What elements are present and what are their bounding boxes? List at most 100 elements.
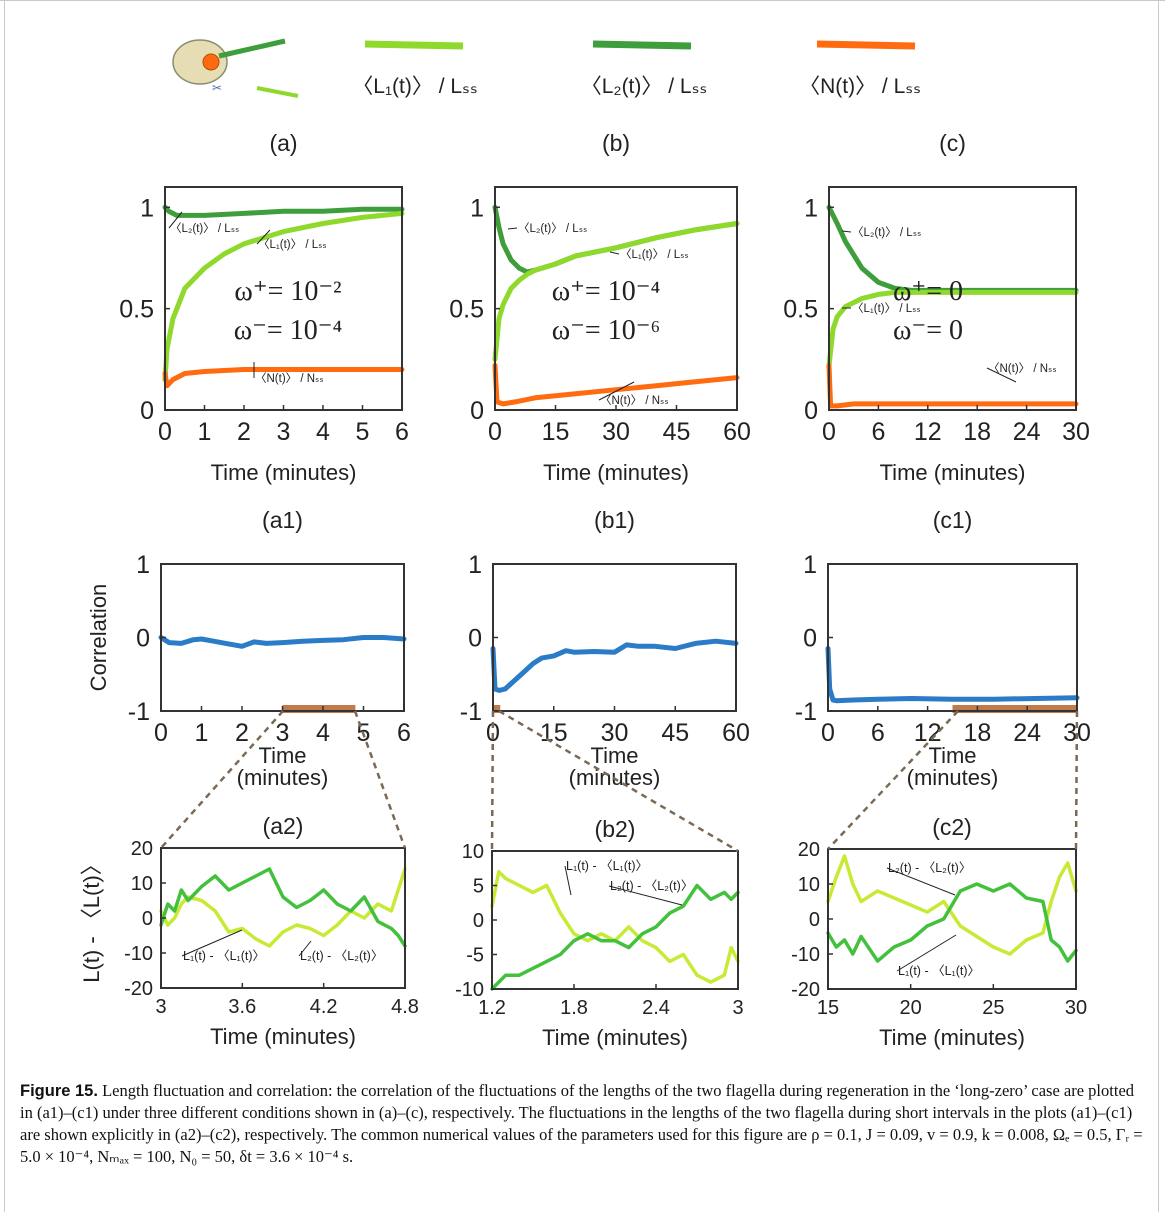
x-tick-label-c1-1: 6 [871,719,885,747]
param-label-b-1: ω⁻= 10⁻⁶ [552,315,661,346]
param-label-c-0: ω⁺= 0 [893,276,963,307]
x-tick-label-b1-4: 60 [722,719,750,747]
x-tick-label-c-1: 6 [871,418,885,446]
series-line-c2-fluct2 [826,882,1078,963]
annotation-arrow-a-1 [256,229,271,245]
x-tick-label-a-5: 5 [356,418,370,446]
x-tick-label-a2-1: 3.6 [228,996,256,1018]
zoom-range-bar-b1 [493,705,501,713]
annotation-arrow-a-0 [168,211,183,229]
y-tick-label-a1-2: 1 [136,551,150,579]
zoom-connector-4 [827,710,959,850]
param-label-a-0: ω⁺= 10⁻² [234,276,341,307]
x-tick-label-c2-3: 30 [1065,997,1087,1019]
x-tick-label-c-0: 0 [822,418,836,446]
param-label-a-1: ω⁻= 10⁻⁴ [234,315,343,346]
y-tick-label-c1-2: 1 [803,551,817,579]
annotation-b-2: 〈N(t)〉 / Nₛₛ [600,394,669,407]
x-tick-label-a1-4: 4 [316,719,330,747]
zoom-connector-1 [353,710,407,849]
x-tick-label-a-0: 0 [158,418,172,446]
annotation-arrow-c-0 [841,230,852,233]
x-tick-label-b-3: 45 [663,418,691,446]
zoom-range-bar-c1 [952,705,1077,713]
annotation-c2-0: L₂(t) - 〈L₂(t)〉 [888,861,971,875]
short-flagellum-icon [256,86,299,98]
y-tick-label-c1-1: 0 [803,625,817,653]
annotation-b2-0: L₁(t) - 〈L₁(t)〉 [566,859,648,873]
x-tick-label-a1-0: 0 [154,719,168,747]
x-tick-label-a1-2: 2 [235,719,249,747]
annotation-b-0: 〈L₂(t)〉 / Lₛₛ [518,222,587,235]
y-tick-label-b2-1: -5 [466,945,484,967]
series-line-b-N [492,362,740,407]
y-tick-label-a1-0: -1 [128,698,150,726]
series-line-b1-corr [490,638,739,693]
x-tick-label-a1-6: 6 [397,719,411,747]
series-line-a1-corr [158,635,407,649]
y-tick-label-a2-1: -10 [124,943,153,965]
series-line-b-L1 [492,221,740,362]
series-line-c2-fluct1 [826,854,1078,956]
x-tick-label-a-1: 1 [198,418,212,446]
x-tick-label-b1-3: 45 [661,719,689,747]
y-tick-label-a2-2: 0 [142,908,153,930]
y-tick-label-c2-3: 10 [798,874,820,896]
y-tick-label-c2-1: -10 [791,944,820,966]
zoom-range-bar-a1 [282,705,356,713]
x-tick-label-a1-1: 1 [195,719,209,747]
figure-canvas: ✂ 〈L₁(t)〉 / Lₛₛ 〈L₂(t)〉 / Lₛₛ 〈N(t)〉 / Lₛₛ (… [79,38,1091,1050]
legend-swatch-2 [592,40,692,50]
y-tick-label-c1-0: -1 [795,698,817,726]
frame-top [0,0,1165,1]
y-tick-label-b1-0: -1 [460,698,482,726]
annotation-a-0: 〈L₂(t)〉 / Lₛₛ [170,222,239,235]
series-line-c-L1 [826,289,1079,368]
x-tick-label-c2-1: 20 [900,997,922,1019]
y-tick-label-b-2: 1 [470,194,484,222]
annotation-arrow-c-2 [986,367,1017,383]
frame-left [4,0,5,1212]
y-tick-label-a-1: 0.5 [119,296,154,324]
cell-nucleus-icon [202,53,220,71]
x-tick-label-b2-0: 1.2 [478,997,506,1019]
x-axis-label-b2: Time (minutes) [542,1025,688,1050]
x-tick-label-c1-2: 12 [914,719,942,747]
x-tick-label-b-0: 0 [488,418,502,446]
annotation-arrow-b-0 [507,227,518,230]
plot-frame-c [828,186,1077,411]
param-label-c-1: ω⁻= 0 [893,315,963,346]
chart-title-b1: (b1) [594,507,635,533]
zoom-connector-5 [1074,710,1079,850]
chart-c2: (c2) 15 20 25 30 -20 -10 0 10 20 Time (minutes) L₂(… [791,814,1087,1050]
y-tick-label-a2-0: -20 [124,978,153,1000]
y-tick-label-c2-4: 20 [798,839,820,861]
chart-title-a2: (a2) [263,813,304,839]
x-tick-label-c-3: 18 [963,418,991,446]
x-tick-label-a-2: 2 [237,418,251,446]
chart-title-b: (b) [602,130,630,156]
y-tick-label-a2-4: 20 [131,838,153,860]
chart-title-a1: (a1) [262,507,303,533]
x-tick-label-c2-0: 15 [817,997,839,1019]
annotation-c2-1: L₁(t) - 〈L₁(t)〉 [898,964,980,978]
legend-swatch-3 [816,40,916,50]
x-axis-label-c1: Time (minutes) [907,743,999,790]
annotation-arrow-b2-0 [564,865,572,896]
y-tick-label-c-1: 0.5 [783,296,818,324]
legend-swatch-1 [364,40,464,50]
y-tick-label-c2-0: -20 [791,979,820,1001]
annotation-arrow-c2-0 [886,867,956,896]
y-tick-label-b1-2: 1 [468,551,482,579]
x-tick-label-a-4: 4 [316,418,330,446]
cell-body-icon [172,39,228,85]
annotation-a2-0: L₁(t) - 〈L₁(t)〉 [183,949,265,963]
y-axis-label-a2: L(t) - 〈L(t)〉 [79,853,104,983]
chart-a2: (a2) 3 3.6 4.2 4.8 -20 -10 0 10 20 Time (minutes) L… [79,813,419,1049]
x-tick-label-b1-2: 30 [601,719,629,747]
legend-label-2: 〈L₂(t)〉 / Lₛₛ [581,75,708,98]
chart-title-b2: (b2) [595,816,636,842]
x-tick-label-c2-2: 25 [982,997,1004,1019]
legend-label-3: 〈N(t)〉 / Lₛₛ [799,75,921,98]
